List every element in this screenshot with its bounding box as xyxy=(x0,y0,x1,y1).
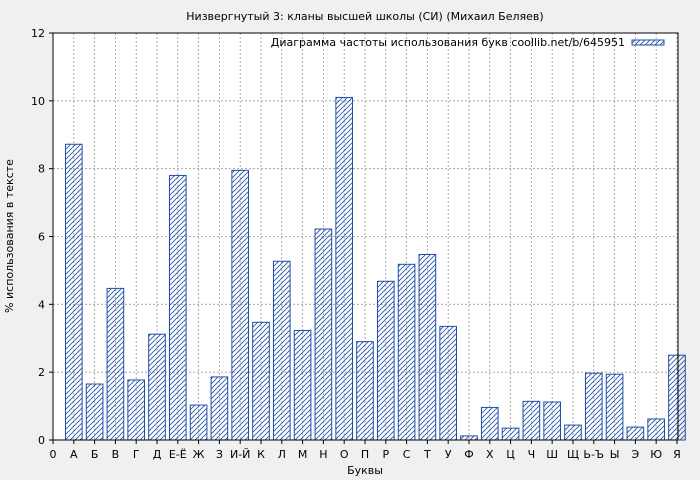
x-tick-label: Б xyxy=(91,448,99,461)
bar xyxy=(439,325,457,441)
x-tick-label: П xyxy=(361,448,369,461)
bar xyxy=(584,372,603,441)
bar xyxy=(168,174,187,441)
x-tick-label: Ь-Ъ xyxy=(583,448,604,461)
chart-title: Низвергнутый 3: кланы высшей школы (СИ) … xyxy=(186,10,543,23)
y-tick-label: 10 xyxy=(31,95,45,108)
bar xyxy=(148,333,166,441)
x-axis-label: Буквы xyxy=(347,464,383,477)
x-tick-label: К xyxy=(257,448,265,461)
x-tick-label: Ю xyxy=(650,448,662,461)
bar xyxy=(335,96,354,441)
x-tick-label: Ы xyxy=(610,448,620,461)
x-tick-label: Щ xyxy=(567,448,579,461)
x-tick-label: У xyxy=(445,448,452,461)
bar xyxy=(314,228,333,441)
x-tick-label: Ч xyxy=(528,448,536,461)
y-tick-label: 0 xyxy=(38,434,45,447)
x-tick-label: Ш xyxy=(546,448,558,461)
legend-label: Диаграмма частоты использования букв coo… xyxy=(271,36,625,49)
x-tick-label: Е-Ё xyxy=(169,448,187,461)
bar xyxy=(501,427,520,441)
y-tick-label: 2 xyxy=(38,366,45,379)
bar xyxy=(543,401,561,441)
bar xyxy=(127,379,146,441)
x-tick-label: Ц xyxy=(506,448,515,461)
bar xyxy=(522,400,541,441)
bar xyxy=(418,253,437,441)
bar xyxy=(668,354,686,441)
y-tick-label: 8 xyxy=(38,163,45,176)
legend: Диаграмма частоты использования букв coo… xyxy=(271,36,665,49)
bar xyxy=(64,143,83,441)
x-tick-label: Г xyxy=(133,448,140,461)
x-tick-label: Р xyxy=(382,448,389,461)
plot-frame xyxy=(52,32,679,441)
x-tick-label: Х xyxy=(486,448,494,461)
x-tick-label: С xyxy=(403,448,411,461)
bar xyxy=(480,406,499,441)
x-tick-label: В xyxy=(112,448,120,461)
x-tick-label: А xyxy=(70,448,78,461)
y-tick-label: 4 xyxy=(38,298,45,311)
bar xyxy=(106,287,125,441)
bar xyxy=(605,373,624,441)
x-tick-label: Д xyxy=(153,448,162,461)
legend-swatch xyxy=(631,39,665,46)
bar xyxy=(376,280,395,441)
x-tick-label: Т xyxy=(423,448,431,461)
y-axis-label: % использования в тексте xyxy=(3,159,16,313)
x-tick-label: Я xyxy=(673,448,681,461)
bar xyxy=(189,404,208,441)
x-tick-label: О xyxy=(340,448,349,461)
bar xyxy=(626,426,645,441)
x-tick-label: И-Й xyxy=(230,448,250,461)
bar xyxy=(210,376,229,441)
x-tick-label: М xyxy=(298,448,308,461)
x-tick-label: Э xyxy=(632,448,640,461)
bar xyxy=(293,329,312,441)
bar xyxy=(252,321,270,441)
x-tick-label: З xyxy=(216,448,223,461)
bar xyxy=(85,383,104,441)
bar xyxy=(460,435,478,441)
x-tick-label: Н xyxy=(319,448,327,461)
bar xyxy=(272,260,291,441)
bar xyxy=(231,169,250,441)
bar xyxy=(397,263,416,441)
y-tick-label: 12 xyxy=(31,27,45,40)
bar xyxy=(564,424,582,441)
y-tick-label: 6 xyxy=(38,231,45,244)
bar xyxy=(647,418,665,441)
x-tick-label: Л xyxy=(278,448,286,461)
x-tick-label: 0 xyxy=(50,448,57,461)
x-tick-label: Ж xyxy=(193,448,205,461)
bar xyxy=(356,341,374,441)
x-tick-label: Ф xyxy=(464,448,473,461)
